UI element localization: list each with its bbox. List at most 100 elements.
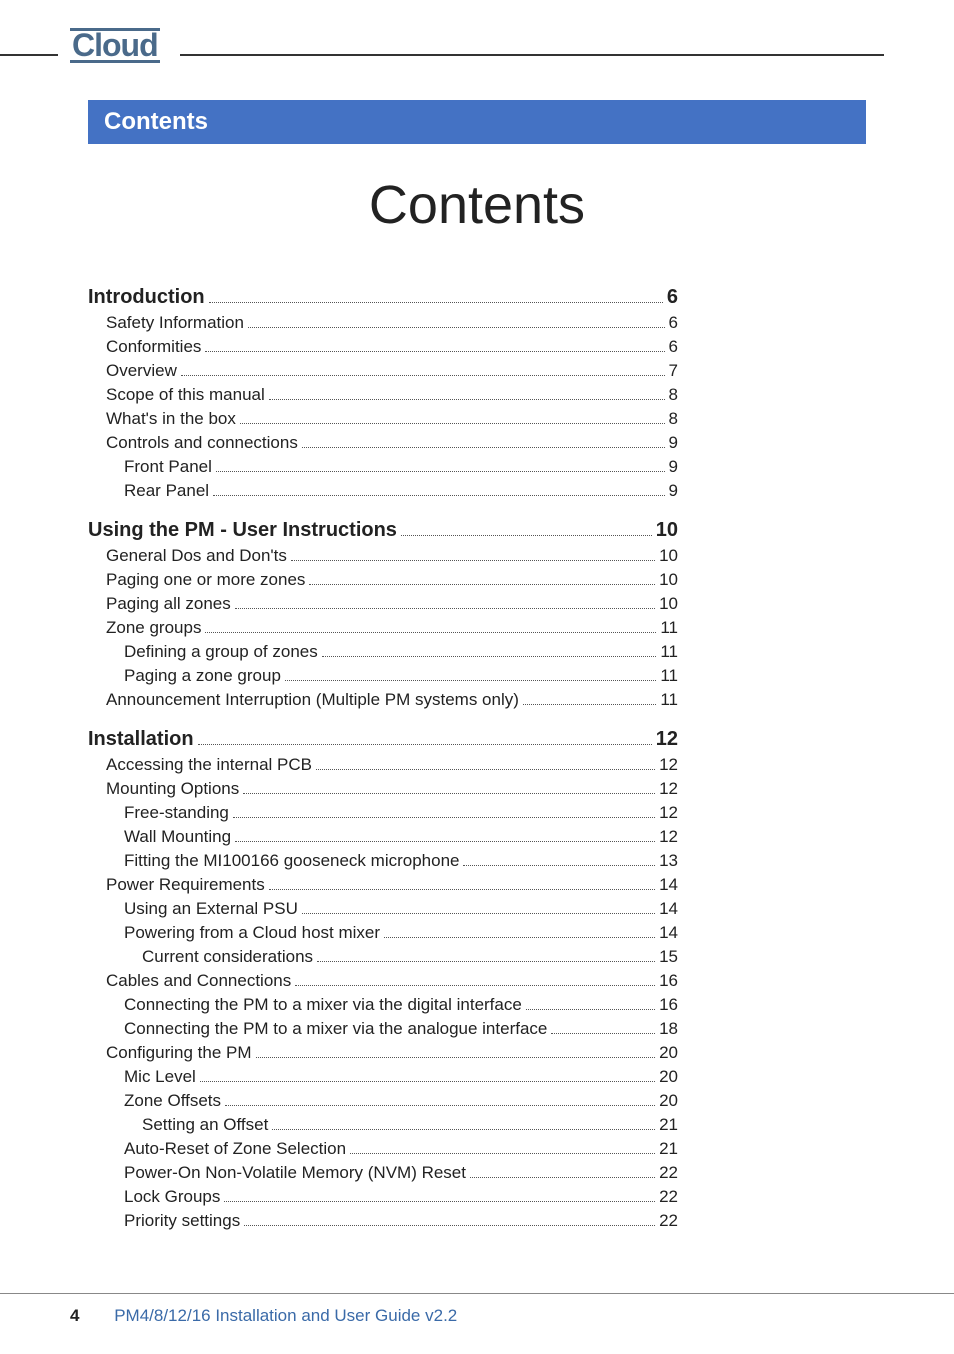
toc-entry[interactable]: Accessing the internal PCB12 (106, 755, 678, 775)
toc-entry[interactable]: Using an External PSU 14 (124, 899, 678, 919)
toc-entry[interactable]: Power-On Non-Volatile Memory (NVM) Reset… (124, 1163, 678, 1183)
toc-entry[interactable]: Connecting the PM to a mixer via the ana… (124, 1019, 678, 1039)
toc-entry[interactable]: Mounting Options12 (106, 779, 678, 799)
toc-page: 6 (669, 337, 678, 357)
toc-label: Mounting Options (106, 779, 239, 799)
toc-label: Zone Offsets (124, 1091, 221, 1111)
toc-entry[interactable]: Zone groups 11 (106, 618, 678, 638)
toc-label: Installation (88, 728, 194, 751)
toc-leader (209, 302, 663, 303)
toc-label: General Dos and Don'ts (106, 546, 287, 566)
toc-entry[interactable]: Fitting the MI100166 gooseneck microphon… (124, 851, 678, 871)
rule-left (0, 54, 58, 56)
toc-label: Mic Level (124, 1067, 196, 1087)
toc-entry[interactable]: Controls and connections9 (106, 433, 678, 453)
toc-leader (200, 1081, 655, 1082)
toc-entry[interactable]: Rear Panel9 (124, 481, 678, 501)
toc-entry[interactable]: Front Panel9 (124, 457, 678, 477)
toc-page: 12 (659, 803, 678, 823)
toc-leader (235, 841, 655, 842)
toc-label: Paging all zones (106, 594, 231, 614)
toc-entry[interactable]: Mic Level20 (124, 1067, 678, 1087)
toc-page: 11 (660, 690, 678, 710)
toc-entry[interactable]: Zone Offsets 20 (124, 1091, 678, 1111)
toc-label: Cables and Connections (106, 971, 291, 991)
table-of-contents: Introduction6 Safety Information6 Conformi… (88, 286, 678, 1231)
toc-entry[interactable]: Power Requirements 14 (106, 875, 678, 895)
toc-page: 8 (669, 409, 678, 429)
toc-entry[interactable]: Current considerations15 (142, 947, 678, 967)
toc-page: 22 (659, 1187, 678, 1207)
toc-leader (470, 1177, 655, 1178)
toc-page: 10 (659, 546, 678, 566)
toc-page: 12 (656, 728, 678, 751)
toc-label: Configuring the PM (106, 1043, 252, 1063)
toc-leader (317, 961, 655, 962)
toc-page: 22 (659, 1211, 678, 1231)
toc-entry[interactable]: Priority settings 22 (124, 1211, 678, 1231)
toc-entry[interactable]: Paging a zone group11 (124, 666, 678, 686)
toc-leader (243, 793, 655, 794)
toc-label: Rear Panel (124, 481, 209, 501)
toc-page: 7 (669, 361, 678, 381)
toc-label: Front Panel (124, 457, 212, 477)
toc-entry[interactable]: Defining a group of zones11 (124, 642, 678, 662)
toc-label: Scope of this manual (106, 385, 265, 405)
toc-entry[interactable]: Paging all zones10 (106, 594, 678, 614)
toc-entry[interactable]: Safety Information6 (106, 313, 678, 333)
toc-label: Overview (106, 361, 177, 381)
toc-entry[interactable]: Wall Mounting12 (124, 827, 678, 847)
toc-leader (235, 608, 655, 609)
toc-entry[interactable]: Announcement Interruption (Multiple PM s… (106, 690, 678, 710)
toc-page: 22 (659, 1163, 678, 1183)
toc-entry[interactable]: Introduction6 (88, 286, 678, 309)
toc-page: 14 (659, 875, 678, 895)
toc-leader (302, 447, 665, 448)
toc-page: 20 (659, 1091, 678, 1111)
toc-label: Power Requirements (106, 875, 265, 895)
toc-page: 14 (659, 923, 678, 943)
toc-entry[interactable]: Free-standing12 (124, 803, 678, 823)
toc-leader (256, 1057, 656, 1058)
toc-page: 11 (660, 618, 678, 638)
toc-page: 21 (659, 1139, 678, 1159)
section-heading-bar: Contents (88, 100, 866, 144)
toc-entry[interactable]: Configuring the PM20 (106, 1043, 678, 1063)
toc-label: Auto-Reset of Zone Selection (124, 1139, 346, 1159)
toc-page: 13 (659, 851, 678, 871)
toc-entry[interactable]: Scope of this manual8 (106, 385, 678, 405)
toc-label: Using an External PSU (124, 899, 298, 919)
toc-page: 15 (659, 947, 678, 967)
toc-entry[interactable]: Cables and Connections16 (106, 971, 678, 991)
toc-entry[interactable]: Installation 12 (88, 728, 678, 751)
toc-entry[interactable]: General Dos and Don'ts 10 (106, 546, 678, 566)
toc-entry[interactable]: Using the PM - User Instructions10 (88, 519, 678, 542)
toc-page: 6 (667, 286, 678, 309)
toc-entry[interactable]: Conformities 6 (106, 337, 678, 357)
toc-entry[interactable]: Overview 7 (106, 361, 678, 381)
toc-entry[interactable]: Lock Groups22 (124, 1187, 678, 1207)
toc-label: Wall Mounting (124, 827, 231, 847)
toc-page: 14 (659, 899, 678, 919)
toc-leader (316, 769, 655, 770)
toc-page: 16 (659, 995, 678, 1015)
toc-label: Priority settings (124, 1211, 240, 1231)
toc-leader (205, 632, 656, 633)
toc-label: Conformities (106, 337, 201, 357)
toc-page: 9 (669, 433, 678, 453)
toc-label: Announcement Interruption (Multiple PM s… (106, 690, 519, 710)
toc-entry[interactable]: Auto-Reset of Zone Selection 21 (124, 1139, 678, 1159)
toc-label: Power-On Non-Volatile Memory (NVM) Reset (124, 1163, 466, 1183)
toc-leader (198, 744, 652, 745)
toc-leader (244, 1225, 655, 1226)
toc-entry[interactable]: Setting an Offset21 (142, 1115, 678, 1135)
toc-entry[interactable]: What's in the box8 (106, 409, 678, 429)
toc-label: Zone groups (106, 618, 201, 638)
document-title: PM4/8/12/16 Installation and User Guide … (114, 1306, 457, 1325)
toc-entry[interactable]: Paging one or more zones10 (106, 570, 678, 590)
toc-leader (272, 1129, 655, 1130)
toc-leader (181, 375, 665, 376)
toc-label: Connecting the PM to a mixer via the dig… (124, 995, 522, 1015)
toc-entry[interactable]: Powering from a Cloud host mixer14 (124, 923, 678, 943)
toc-entry[interactable]: Connecting the PM to a mixer via the dig… (124, 995, 678, 1015)
